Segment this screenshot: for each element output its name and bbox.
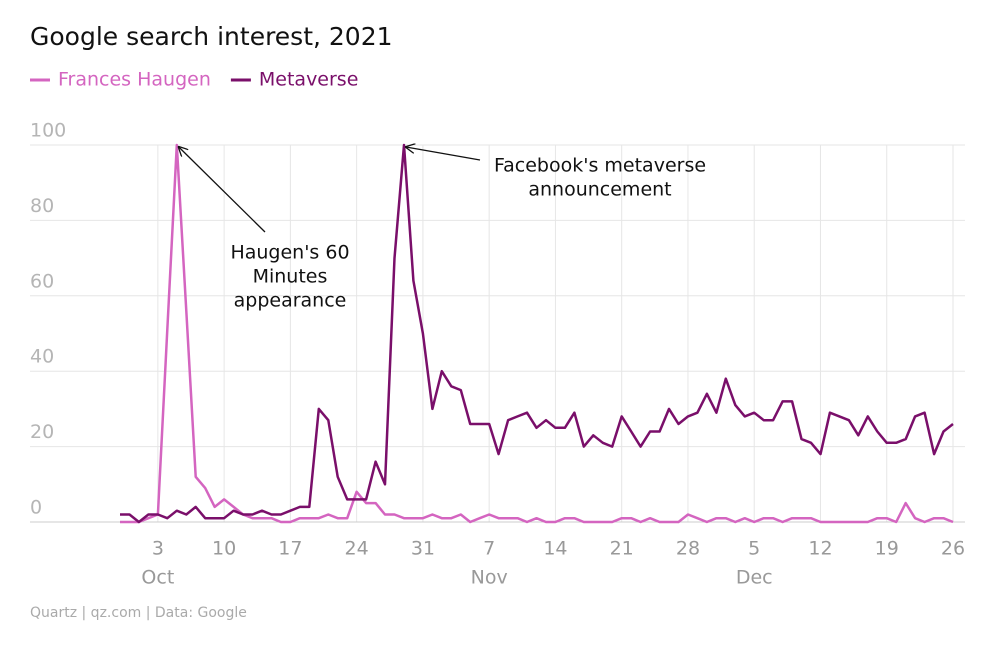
x-tick-label: 7 bbox=[483, 538, 495, 560]
annotation-arrow bbox=[406, 147, 481, 161]
x-tick-label: 19 bbox=[875, 538, 899, 560]
annotation-arrow bbox=[179, 147, 266, 233]
x-tick-label: 3 bbox=[152, 538, 164, 560]
source: Quartz | qz.com | Data: Google bbox=[30, 605, 247, 621]
series-line bbox=[120, 143, 954, 524]
y-tick-label: 20 bbox=[30, 421, 54, 443]
y-tick-label: 60 bbox=[30, 270, 54, 292]
x-tick-label: 12 bbox=[808, 538, 832, 560]
x-tick-label: 17 bbox=[278, 538, 302, 560]
y-tick-label: 80 bbox=[30, 195, 54, 217]
x-tick-label: 31 bbox=[411, 538, 435, 560]
series-line bbox=[120, 143, 954, 524]
x-tick-label: 5 bbox=[748, 538, 760, 560]
x-tick-label: 10 bbox=[212, 538, 236, 560]
month-label: Oct bbox=[141, 567, 174, 589]
x-tick-label: 24 bbox=[345, 538, 369, 560]
x-tick-label: 21 bbox=[610, 538, 634, 560]
legend-label: Metaverse bbox=[259, 69, 359, 91]
chart-title: Google search interest, 2021 bbox=[30, 22, 393, 51]
x-tick-label: 28 bbox=[676, 538, 700, 560]
month-label: Nov bbox=[471, 567, 508, 589]
annotation-text: Minutes bbox=[253, 266, 328, 288]
annotation-text: announcement bbox=[528, 179, 671, 201]
annotation-text: appearance bbox=[234, 290, 347, 312]
y-tick-label: 100 bbox=[30, 120, 66, 142]
annotation-text: Facebook's metaverse bbox=[494, 155, 706, 177]
month-label: Dec bbox=[736, 567, 773, 589]
annotation-text: Haugen's 60 bbox=[230, 242, 349, 264]
x-tick-label: 26 bbox=[941, 538, 965, 560]
y-tick-label: 40 bbox=[30, 346, 54, 368]
x-tick-label: 14 bbox=[543, 538, 567, 560]
y-tick-label: 0 bbox=[30, 497, 42, 519]
legend-label: Frances Haugen bbox=[58, 69, 211, 91]
